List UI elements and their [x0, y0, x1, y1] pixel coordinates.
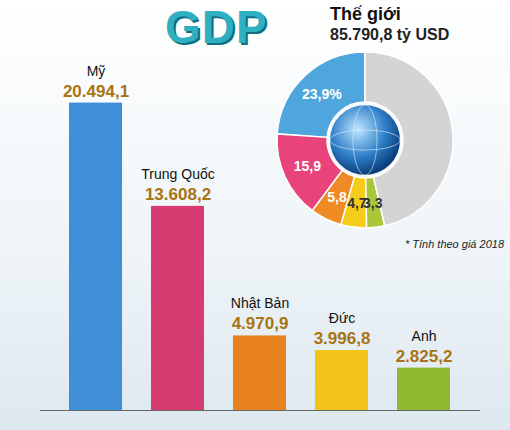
html-text:* Tính theo giá 2018: * Tính theo giá 2018 [404, 238, 504, 250]
html-text:85.790,8 tỷ USD: 85.790,8 tỷ USD [330, 26, 450, 43]
svg-text:13.608,2: 13.608,2 [145, 185, 211, 204]
svg-text:15,9: 15,9 [294, 158, 321, 174]
svg-text:4,7: 4,7 [347, 194, 367, 211]
svg-text:Đức: Đức [329, 310, 355, 326]
svg-text:23,9%: 23,9% [302, 86, 342, 102]
svg-text:2.825,2: 2.825,2 [396, 347, 453, 366]
svg-text:3.996,8: 3.996,8 [314, 329, 371, 348]
html-text:Thế giới: Thế giới [330, 4, 401, 24]
svg-text:Anh: Anh [412, 328, 437, 344]
svg-text:20.494,1: 20.494,1 [63, 82, 129, 101]
svg-text:Nhật Bản: Nhật Bản [231, 295, 289, 311]
html-text:GDP: GDP [165, 1, 268, 53]
svg-text:4.970,9: 4.970,9 [232, 314, 289, 333]
svg-text:Trung Quốc: Trung Quốc [141, 166, 214, 182]
svg-text:Mỹ: Mỹ [87, 63, 106, 79]
svg-text:5,8: 5,8 [327, 189, 347, 205]
svg-text:3,3: 3,3 [363, 195, 383, 211]
